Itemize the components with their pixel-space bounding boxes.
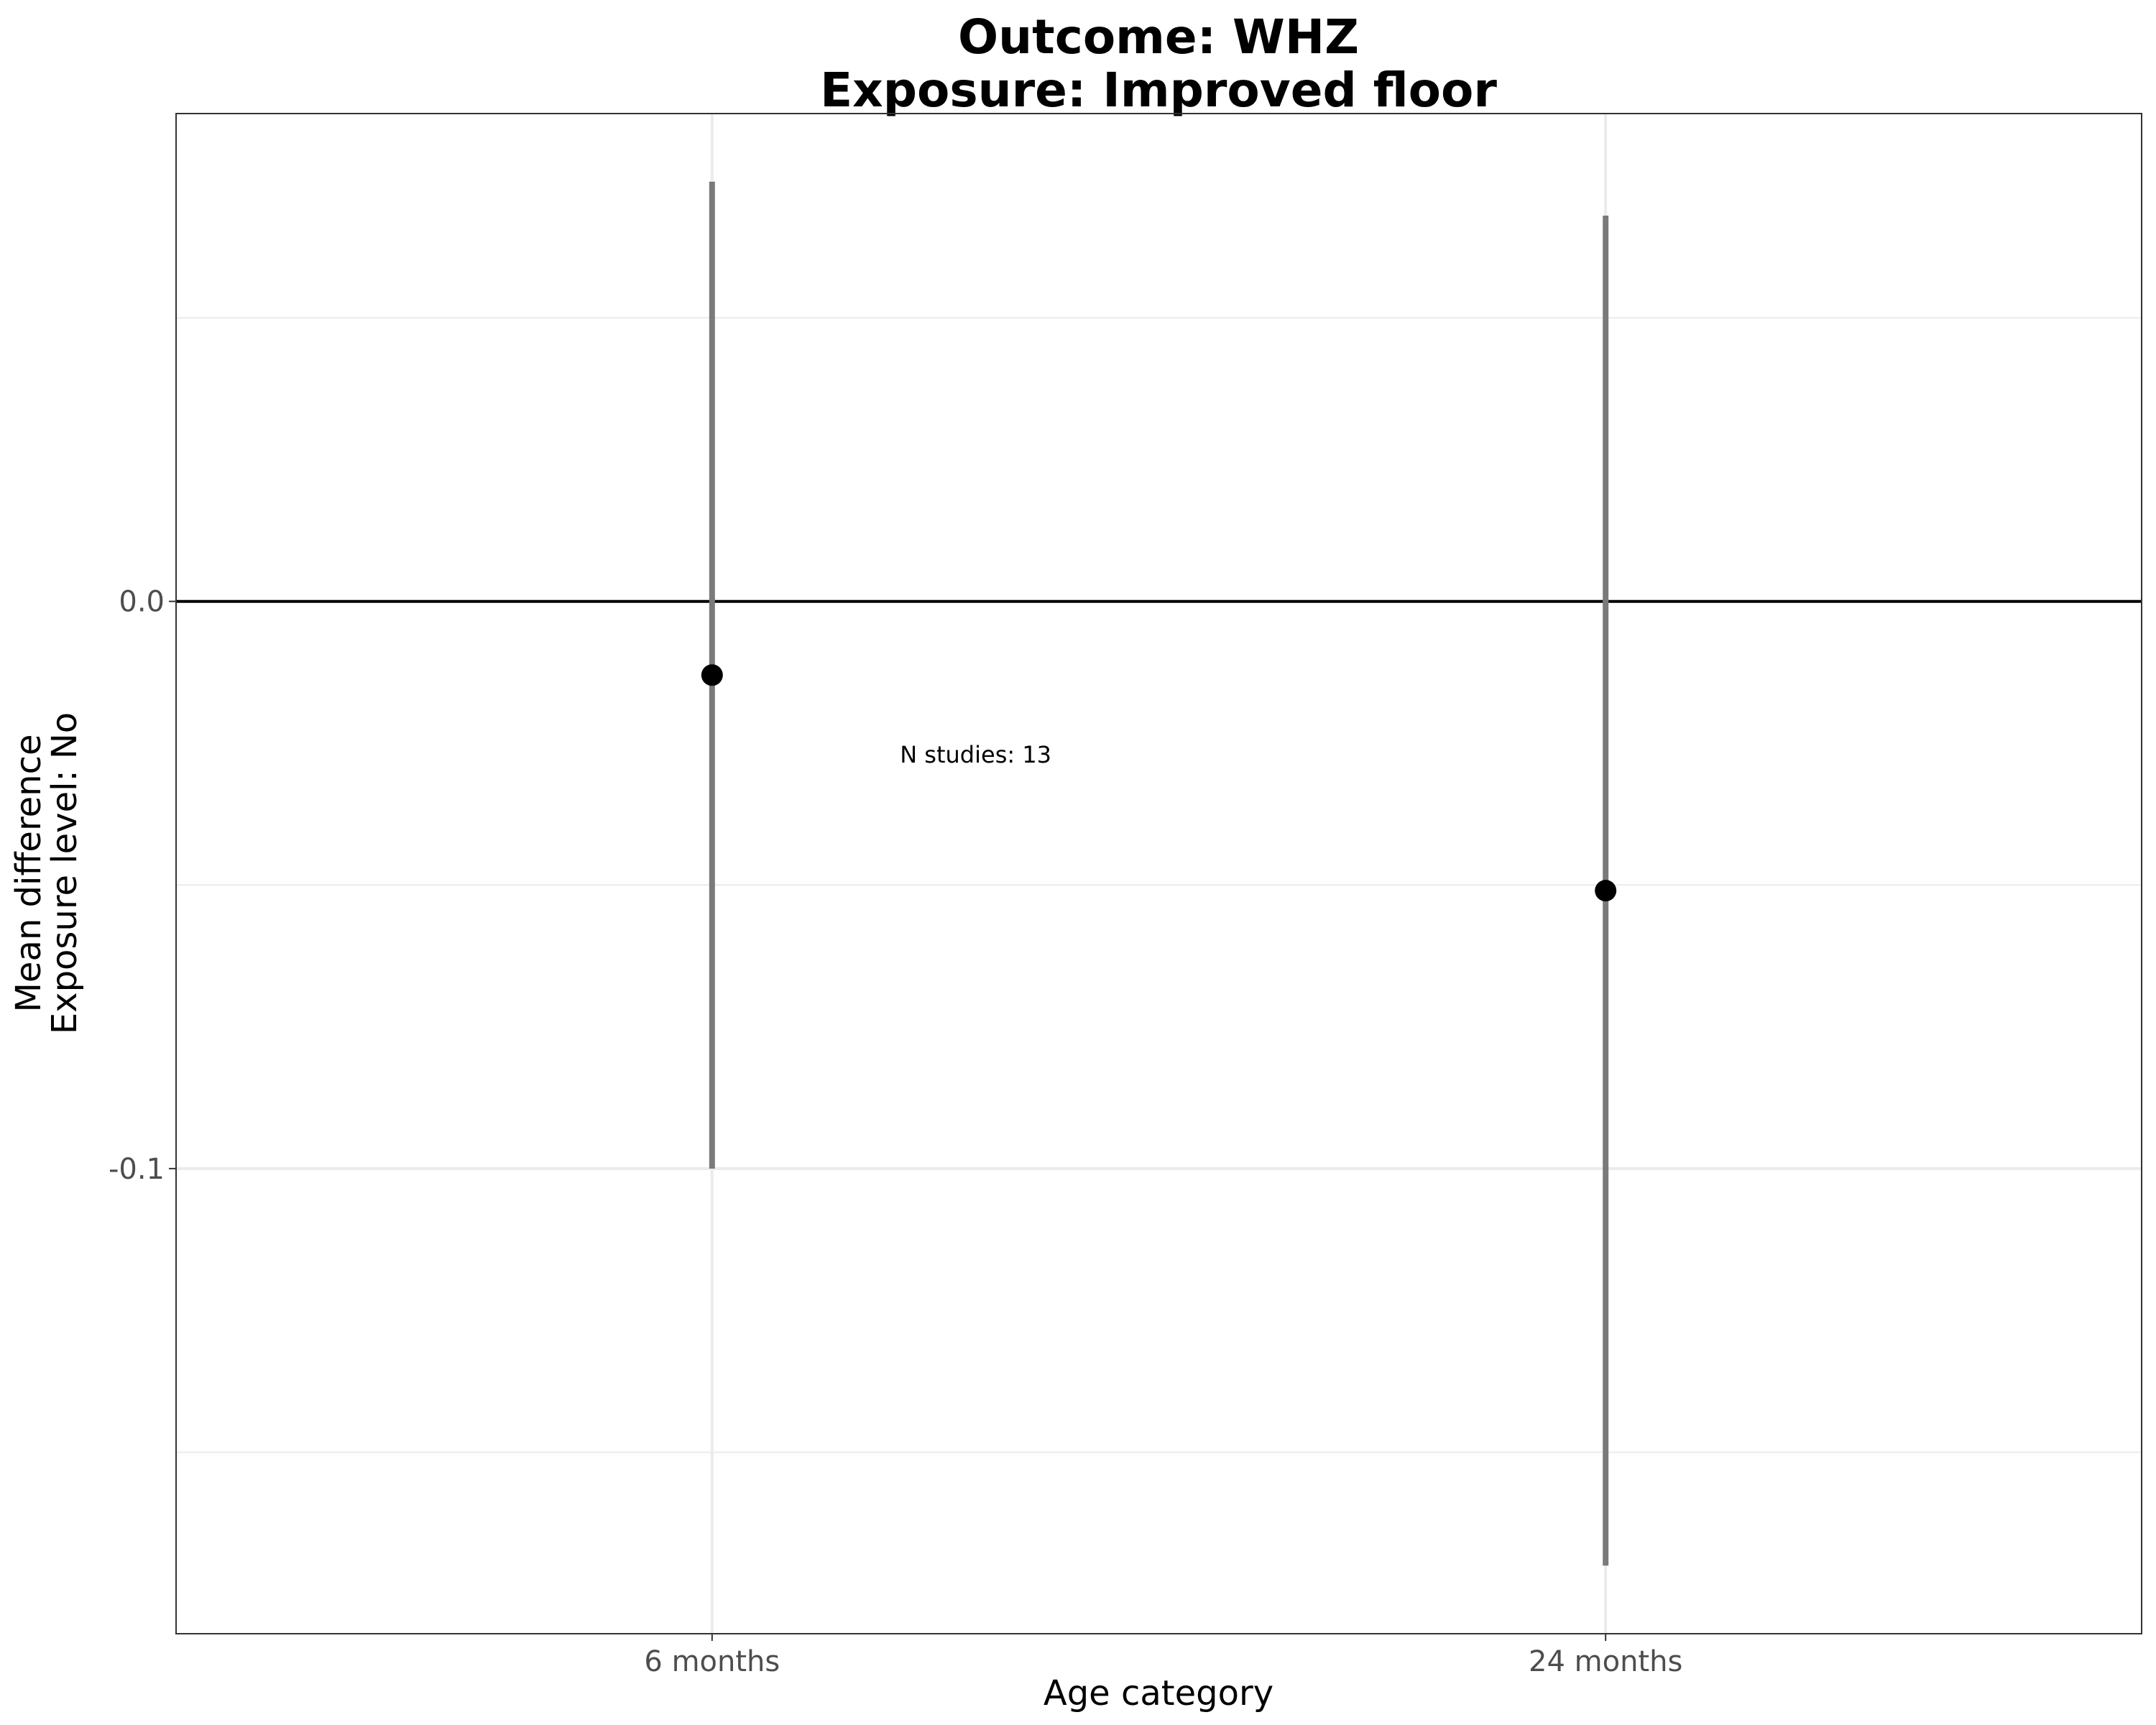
x-ticks: 6 months 24 months [644, 1634, 1682, 1678]
x-tick-label: 24 months [1529, 1645, 1682, 1678]
grid [176, 114, 2142, 1634]
y-tick-label: -0.1 [109, 1153, 165, 1186]
y-ticks: 0.0 -0.1 [109, 586, 176, 1186]
data-point [1595, 880, 1617, 902]
chart-title-line-1: Outcome: WHZ [958, 9, 1359, 65]
chart-title-line-2: Exposure: Improved floor [820, 63, 1497, 118]
errorbars [709, 181, 1609, 1566]
x-tick-label: 6 months [644, 1645, 780, 1678]
points [701, 664, 1617, 902]
y-axis-title-line-1: Mean difference [9, 735, 49, 1013]
annotation-n-studies: N studies: 13 [900, 741, 1051, 768]
panel-border [175, 113, 2142, 1634]
y-tick-label: 0.0 [119, 586, 165, 619]
x-axis-title: Age category [1044, 1673, 1273, 1714]
data-point [701, 664, 723, 686]
y-axis-title-line-2: Exposure level: No [45, 712, 85, 1034]
